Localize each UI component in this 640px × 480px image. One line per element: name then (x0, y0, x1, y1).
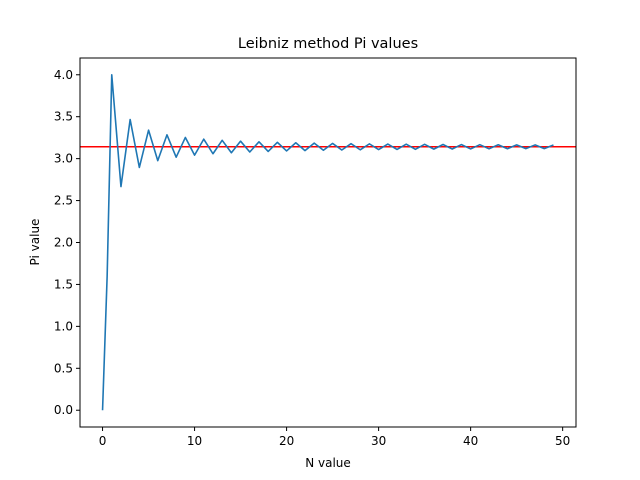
x-tick-label: 20 (279, 434, 294, 448)
x-tick-label: 50 (555, 434, 570, 448)
y-tick-label: 3.0 (54, 152, 73, 166)
chart-title: Leibniz method Pi values (238, 36, 418, 52)
y-tick-label: 3.5 (54, 110, 73, 124)
y-tick-label: 0.0 (54, 403, 73, 417)
y-tick-label: 4.0 (54, 68, 73, 82)
axes-frame (79, 57, 577, 428)
x-tick-label: 30 (371, 434, 386, 448)
x-tick-label: 40 (463, 434, 478, 448)
y-tick-label: 2.5 (54, 194, 73, 208)
y-tick-label: 2.0 (54, 236, 73, 250)
plot-area (80, 73, 576, 411)
x-tick-label: 0 (99, 434, 107, 448)
y-tick-label: 0.5 (54, 361, 73, 375)
x-axis-label: N value (305, 456, 351, 470)
y-tick-label: 1.5 (54, 277, 73, 291)
x-tick-label: 10 (187, 434, 202, 448)
series-line-0 (101, 73, 554, 411)
y-tick-label: 1.0 (54, 319, 73, 333)
y-axis-label: Pi value (28, 219, 42, 266)
